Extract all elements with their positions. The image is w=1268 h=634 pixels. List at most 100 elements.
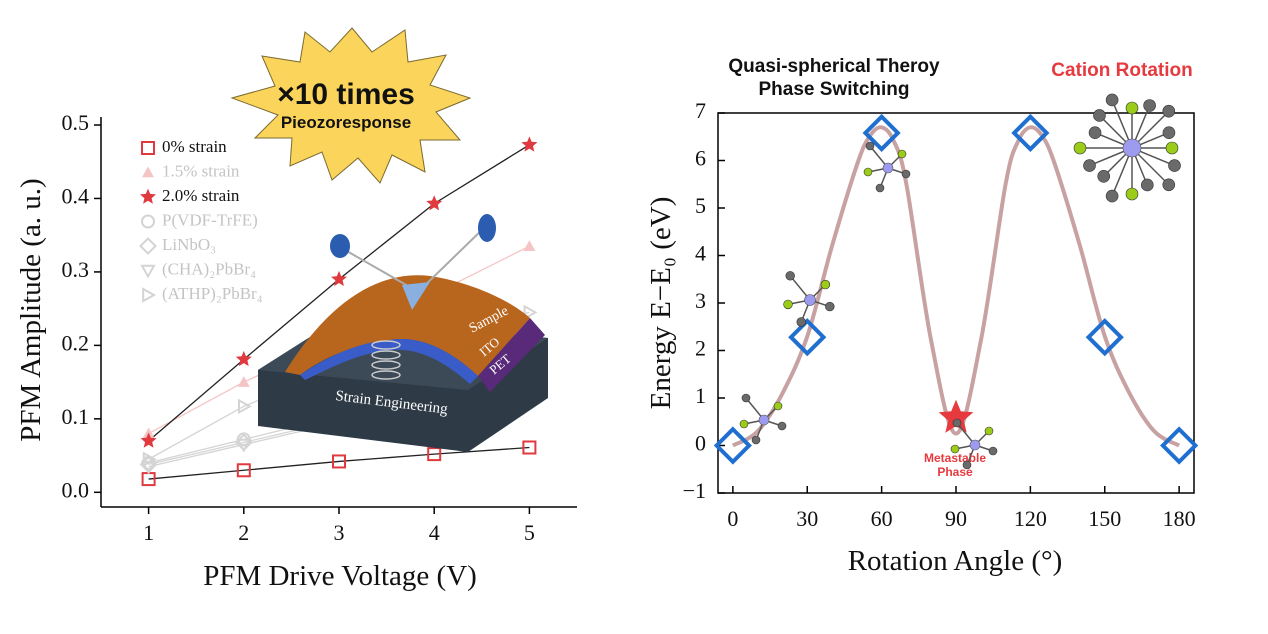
marker — [426, 195, 443, 211]
annotation: Cation Rotation — [1051, 60, 1192, 81]
marker — [141, 214, 155, 229]
atom — [1105, 93, 1119, 107]
y-tick-label: 6 — [695, 146, 706, 171]
atom — [863, 167, 873, 177]
marker — [139, 237, 157, 255]
marker — [523, 240, 536, 252]
marker — [788, 318, 827, 357]
atom — [1105, 189, 1119, 203]
y-tick-label: 1 — [695, 383, 706, 408]
probe-arm — [417, 224, 488, 293]
marker — [141, 141, 155, 155]
atom — [1162, 126, 1176, 139]
x-tick-label: 5 — [524, 520, 535, 545]
y-tick-label: 5 — [695, 193, 706, 218]
x-tick-label: 60 — [871, 506, 893, 531]
atom — [1162, 104, 1176, 118]
marker — [862, 113, 901, 153]
atom — [897, 149, 907, 159]
y-tick-label: 4 — [695, 241, 706, 266]
legend-label: 0% strain — [162, 137, 227, 156]
atom — [1143, 99, 1156, 112]
x-tick-label: 4 — [429, 520, 440, 545]
atom — [1073, 141, 1087, 155]
marker — [523, 304, 538, 321]
marker — [331, 270, 347, 287]
layers — [478, 318, 545, 392]
y-axis-title: Energy E−E₀ (eV) — [645, 197, 677, 410]
ito — [300, 339, 478, 384]
x-tick-label: 3 — [334, 520, 345, 545]
spring — [371, 340, 401, 380]
atom — [875, 183, 885, 193]
atom — [952, 418, 962, 428]
marker — [142, 166, 154, 178]
marker — [235, 350, 252, 367]
atom — [783, 299, 793, 310]
x-tick-label: 1 — [143, 520, 154, 545]
atom — [1162, 178, 1176, 192]
inset-diagram: Sample ITO PET Strain Engineering — [258, 214, 548, 452]
annotation: Pieozoresponse — [281, 113, 411, 132]
legend-label: 1.5% strain — [162, 161, 240, 180]
marker — [236, 463, 251, 478]
marker — [713, 426, 752, 465]
marker — [142, 451, 157, 467]
marker — [142, 287, 157, 303]
marker — [1160, 426, 1199, 465]
atom — [1141, 178, 1154, 192]
marker — [238, 398, 252, 415]
atom — [739, 419, 749, 429]
y-tick-label: 0.3 — [62, 257, 90, 282]
marker — [1085, 318, 1124, 357]
atom — [1083, 159, 1096, 172]
atom — [785, 271, 795, 281]
legend-label: (ATHP)₂PbBr₄ — [162, 284, 263, 303]
probe-arm — [344, 249, 416, 291]
atom — [865, 141, 875, 151]
atom — [820, 279, 831, 290]
atom — [758, 414, 770, 426]
atom — [1125, 187, 1139, 201]
marker — [236, 438, 252, 453]
atom — [741, 393, 751, 403]
atom — [1168, 159, 1181, 172]
y-axis-title: PFM Amplitude (a. u.) — [15, 178, 47, 441]
x-tick-label: 2 — [238, 520, 249, 545]
y-tick-label: 0.4 — [62, 184, 90, 209]
atom — [1088, 126, 1102, 139]
annotation: Quasi-spherical Theroy — [728, 56, 940, 77]
atom — [882, 162, 894, 174]
y-tick-label: 0 — [695, 431, 706, 456]
annotation: ×10 times — [277, 78, 415, 111]
atom — [1125, 101, 1139, 115]
y-tick-label: 0.1 — [62, 404, 90, 429]
marker — [521, 136, 538, 152]
y-tick-label: 7 — [695, 98, 706, 123]
tip — [402, 282, 430, 310]
marker — [140, 432, 157, 448]
atom — [1093, 109, 1106, 122]
x-tick-label: 90 — [945, 506, 967, 531]
sample — [285, 275, 530, 376]
x-axis-title: PFM Drive Voltage (V) — [203, 560, 477, 592]
x-tick-label: 180 — [1163, 506, 1196, 531]
marker — [332, 454, 346, 469]
atom — [796, 317, 806, 327]
annotation: Phase Switching — [759, 79, 910, 100]
atom — [901, 169, 911, 179]
marker — [140, 264, 156, 279]
curve — [731, 125, 1181, 448]
legend-label: 2.0% strain — [162, 186, 240, 205]
fit-line — [148, 446, 530, 480]
marker — [140, 188, 156, 204]
starburst — [230, 27, 472, 184]
x-tick-label: 30 — [796, 506, 818, 531]
atom — [1097, 169, 1111, 183]
x-axis-title: Rotation Angle (°) — [848, 545, 1063, 577]
marker — [237, 376, 250, 387]
marker — [1011, 113, 1050, 153]
atom — [804, 294, 816, 306]
